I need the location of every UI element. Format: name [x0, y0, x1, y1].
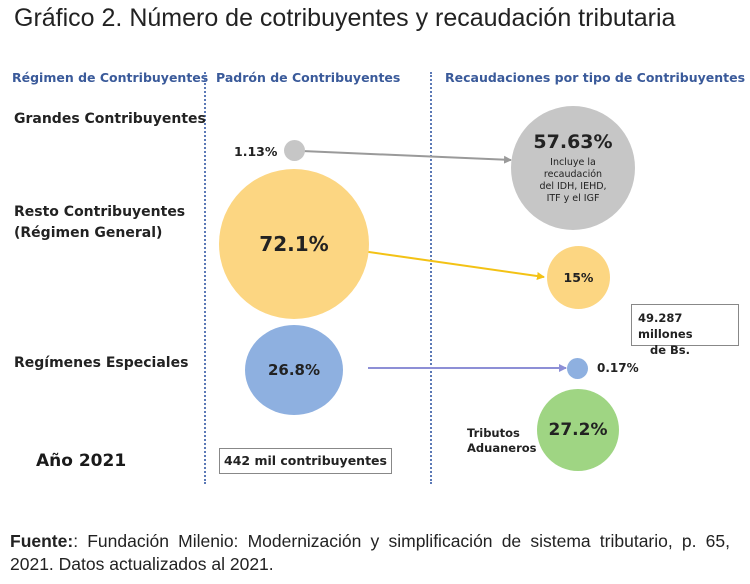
- recaudacion-value-resto: 15%: [563, 270, 594, 285]
- recaudacion-total-box: 49.287 millones de Bs.: [631, 304, 739, 357]
- recaudacion-total-line1: 49.287 millones: [638, 311, 693, 341]
- recaudacion-note-line: ITF y el IGF: [546, 193, 600, 204]
- arrow-grandes: [301, 150, 512, 164]
- recaudacion-bubble-grandes: 57.63% Incluye la recaudación del IDH, I…: [511, 106, 635, 230]
- padron-bubble-especiales: 26.8%: [245, 325, 343, 415]
- recaudacion-value-aduaneros: 27.2%: [548, 420, 608, 440]
- column-separator: [204, 72, 206, 484]
- recaudacion-bubble-resto: 15%: [547, 246, 610, 309]
- row-label-grandes: Grandes Contribuyentes: [14, 111, 206, 127]
- chart-title: Gráfico 2. Número de cotribuyentes y rec…: [14, 4, 676, 32]
- source-text: : Fundación Milenio: Modernización y sim…: [10, 531, 730, 574]
- column-header-padron: Padrón de Contribuyentes: [216, 70, 401, 85]
- row-label-resto-sub: (Régimen General): [14, 225, 163, 241]
- padron-value-resto: 72.1%: [259, 232, 329, 256]
- column-header-recaudaciones: Recaudaciones por tipo de Contribuyentes: [445, 70, 746, 85]
- padron-value-grandes: 1.13%: [234, 144, 278, 159]
- recaudacion-value-especiales: 0.17%: [597, 361, 639, 375]
- recaudacion-note-line: recaudación: [543, 169, 603, 180]
- recaudacion-bubble-especiales: [567, 358, 588, 379]
- recaudacion-value-grandes: 57.63%: [533, 131, 613, 153]
- column-header-regimen: Régimen de Contribuyentes: [12, 70, 209, 85]
- column-separator: [430, 72, 432, 484]
- recaudacion-note-line: del IDH, IEHD,: [539, 181, 607, 192]
- padron-bubble-grandes: [284, 140, 305, 161]
- padron-total-box: 442 mil contribuyentes: [219, 448, 392, 474]
- recaudacion-total-line2: de Bs.: [650, 343, 691, 357]
- recaudacion-bubble-aduaneros: 27.2%: [537, 389, 619, 471]
- arrow-resto: [361, 250, 545, 280]
- padron-bubble-resto: 72.1%: [219, 169, 369, 319]
- row-label-especiales: Regímenes Especiales: [14, 355, 189, 371]
- row-label-resto: Resto Contribuyentes: [14, 204, 186, 220]
- aduaneros-label: Tributos Aduaneros: [467, 426, 536, 456]
- source-label: Fuente:: [10, 531, 74, 551]
- source-footnote: Fuente:: Fundación Milenio: Modernizació…: [10, 530, 730, 576]
- year-label: Año 2021: [36, 451, 127, 471]
- padron-value-especiales: 26.8%: [267, 361, 321, 379]
- recaudacion-note-line: Incluye la: [550, 157, 596, 168]
- aduaneros-label-line1: Tributos: [467, 426, 520, 440]
- aduaneros-label-line2: Aduaneros: [467, 441, 537, 455]
